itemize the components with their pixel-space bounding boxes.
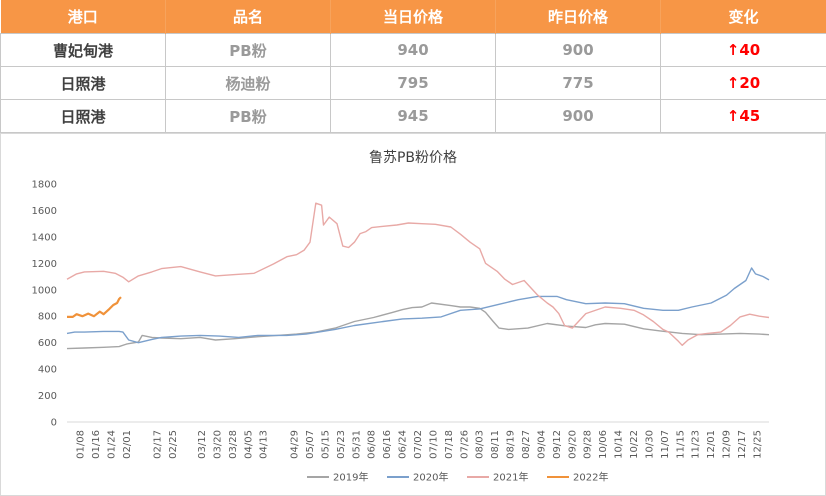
series-line-2020年 xyxy=(66,267,770,344)
x-tick-label: 10/14 xyxy=(614,430,625,459)
y-axis: 0 200 400 600 800 1000 1200 1400 1600 1800 xyxy=(32,180,57,429)
y-tick-label: 1400 xyxy=(32,232,57,243)
x-tick-label: 06/16 xyxy=(382,430,393,459)
x-tick-label: 05/23 xyxy=(336,430,347,459)
cell-product: 杨迪粉 xyxy=(165,66,331,100)
up-arrow-icon: ↑ xyxy=(726,107,740,125)
change-value: 45 xyxy=(739,107,761,125)
change-value: 20 xyxy=(739,74,761,92)
x-tick-label: 06/08 xyxy=(367,430,378,459)
x-tick-label: 11/23 xyxy=(691,430,702,459)
series-line-2021年 xyxy=(66,202,770,346)
x-tick-label: 11/07 xyxy=(660,430,671,459)
x-tick-label: 07/26 xyxy=(459,430,470,459)
y-tick-label: 1800 xyxy=(32,180,57,191)
header-port: 港口 xyxy=(0,0,166,34)
x-tick-label: 07/02 xyxy=(413,430,424,459)
header-yesterday-price: 昨日价格 xyxy=(495,0,661,34)
price-table: 港口 品名 当日价格 昨日价格 变化 曹妃甸港 PB粉 940 900 ↑40 … xyxy=(0,0,826,133)
chart-area: 鲁苏PB粉价格 0 200 400 600 800 1000 1200 1400 1600 180… xyxy=(0,133,826,496)
legend: 2019年 2020年 2021年 2022年 xyxy=(307,471,608,484)
x-tick-label: 07/10 xyxy=(428,430,439,459)
x-tick-label: 04/05 xyxy=(243,430,254,459)
legend-label: 2020年 xyxy=(413,471,448,484)
cell-port: 日照港 xyxy=(0,99,166,133)
header-today-price: 当日价格 xyxy=(330,0,496,34)
y-tick-label: 600 xyxy=(38,338,57,349)
x-tick-label: 05/15 xyxy=(320,430,331,459)
y-tick-label: 1000 xyxy=(32,285,57,296)
y-tick-label: 1600 xyxy=(32,206,57,217)
x-tick-label: 10/22 xyxy=(629,430,640,459)
cell-today-price: 940 xyxy=(330,33,496,67)
header-product: 品名 xyxy=(165,0,331,34)
cell-yesterday-price: 775 xyxy=(495,66,661,100)
table-row: 日照港 PB粉 945 900 ↑45 xyxy=(0,99,826,133)
x-tick-label: 03/28 xyxy=(228,430,239,459)
x-tick-label: 05/31 xyxy=(351,430,362,459)
up-arrow-icon: ↑ xyxy=(726,74,740,92)
x-tick-label: 12/09 xyxy=(722,430,733,459)
cell-product: PB粉 xyxy=(165,99,331,133)
x-tick-label: 03/12 xyxy=(197,430,208,459)
x-tick-label: 01/16 xyxy=(91,430,102,459)
x-tick-label: 10/06 xyxy=(598,430,609,459)
up-arrow-icon: ↑ xyxy=(726,41,740,59)
x-tick-label: 05/07 xyxy=(305,430,316,459)
x-tick-label: 12/01 xyxy=(706,430,717,459)
x-tick-label: 02/25 xyxy=(168,430,179,459)
x-tick-label: 03/20 xyxy=(212,430,223,459)
table-header-row: 港口 品名 当日价格 昨日价格 变化 xyxy=(0,0,826,34)
x-tick-label: 09/12 xyxy=(552,430,563,459)
y-tick-label: 200 xyxy=(38,391,57,402)
cell-change: ↑40 xyxy=(660,33,826,67)
legend-label: 2022年 xyxy=(573,471,608,484)
legend-label: 2019年 xyxy=(333,471,368,484)
header-change: 变化 xyxy=(660,0,826,34)
cell-yesterday-price: 900 xyxy=(495,99,661,133)
x-tick-label: 08/11 xyxy=(490,430,501,459)
price-line-chart: 鲁苏PB粉价格 0 200 400 600 800 1000 1200 1400 1600 180… xyxy=(32,150,770,484)
change-value: 40 xyxy=(739,41,761,59)
x-tick-label: 02/17 xyxy=(153,430,164,459)
cell-change: ↑45 xyxy=(660,99,826,133)
x-tick-label: 08/19 xyxy=(506,430,517,459)
x-tick-label: 04/13 xyxy=(259,430,270,459)
cell-today-price: 945 xyxy=(330,99,496,133)
x-tick-label: 09/28 xyxy=(583,430,594,459)
cell-port: 曹妃甸港 xyxy=(0,33,166,67)
x-tick-label: 08/03 xyxy=(475,430,486,459)
cell-today-price: 795 xyxy=(330,66,496,100)
x-tick-label: 12/25 xyxy=(752,430,763,459)
x-tick-label: 07/18 xyxy=(444,430,455,459)
x-tick-label: 10/30 xyxy=(644,430,655,459)
x-tick-label: 01/24 xyxy=(106,430,117,459)
cell-change: ↑20 xyxy=(660,66,826,100)
legend-label: 2021年 xyxy=(493,471,528,484)
table-row: 曹妃甸港 PB粉 940 900 ↑40 xyxy=(0,33,826,67)
x-tick-label: 08/27 xyxy=(521,430,532,459)
x-tick-label: 04/29 xyxy=(290,430,301,459)
series-line-2022年 xyxy=(67,296,122,318)
x-axis: 01/08 01/16 01/24 02/01 02/17 02/25 03/12 03/20… xyxy=(67,421,769,459)
x-tick-label: 02/01 xyxy=(122,430,133,459)
cell-product: PB粉 xyxy=(165,33,331,67)
cell-yesterday-price: 900 xyxy=(495,33,661,67)
x-tick-label: 12/17 xyxy=(737,430,748,459)
x-tick-label: 09/20 xyxy=(567,430,578,459)
y-tick-label: 800 xyxy=(38,312,57,323)
x-tick-label: 09/04 xyxy=(536,430,547,459)
y-tick-label: 1200 xyxy=(32,259,57,270)
y-tick-label: 0 xyxy=(51,418,57,429)
x-tick-label: 11/15 xyxy=(675,430,686,459)
series-lines xyxy=(66,202,770,350)
x-tick-label: 01/08 xyxy=(76,430,87,459)
table-row: 日照港 杨迪粉 795 775 ↑20 xyxy=(0,66,826,100)
x-tick-label: 06/24 xyxy=(398,430,409,459)
cell-port: 日照港 xyxy=(0,66,166,100)
y-tick-label: 400 xyxy=(38,365,57,376)
chart-title: 鲁苏PB粉价格 xyxy=(369,150,457,166)
